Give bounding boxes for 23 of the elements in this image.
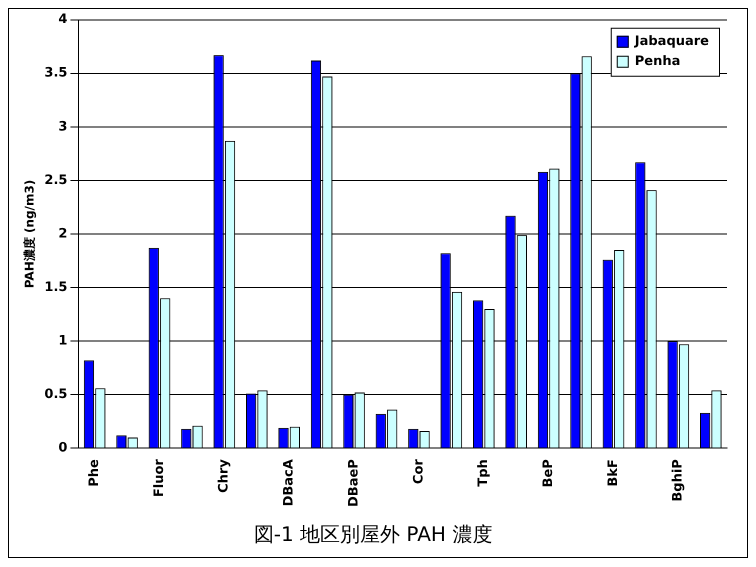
y-tick-label: 4	[58, 12, 68, 28]
y-tick-label: 2.5	[44, 172, 68, 188]
y-tick-label: 0.5	[44, 387, 68, 402]
y-axis-title: PAH濃度 (ng/m3)	[22, 180, 36, 288]
x-tick-label: BkF	[606, 459, 621, 487]
x-tick-label: Phe	[87, 459, 102, 487]
x-tick-label: Tph	[476, 459, 492, 487]
x-tick-label: DBacA	[282, 459, 297, 506]
legend-label: Jabaquare	[634, 34, 710, 50]
y-tick-label: 1	[58, 333, 68, 348]
y-tick-label: 0	[58, 440, 68, 456]
x-tick-label: BeP	[541, 459, 556, 488]
text: 図-1 地区別屋外 PAH 濃度	[254, 522, 492, 546]
x-tick-label: BghiP	[670, 459, 686, 502]
legend-label: Penha	[634, 54, 680, 70]
x-tick-label: Chry	[216, 458, 232, 493]
x-tick-label: DBaeP	[346, 459, 362, 508]
y-tick-label: 3.5	[44, 66, 68, 81]
y-tick-label: 1.5	[44, 280, 68, 295]
y-tick-label: 2	[58, 226, 68, 242]
x-tick-label: Fluor	[152, 458, 167, 498]
x-tick-label: Cor	[411, 458, 426, 484]
y-tick-label: 3	[58, 119, 68, 134]
